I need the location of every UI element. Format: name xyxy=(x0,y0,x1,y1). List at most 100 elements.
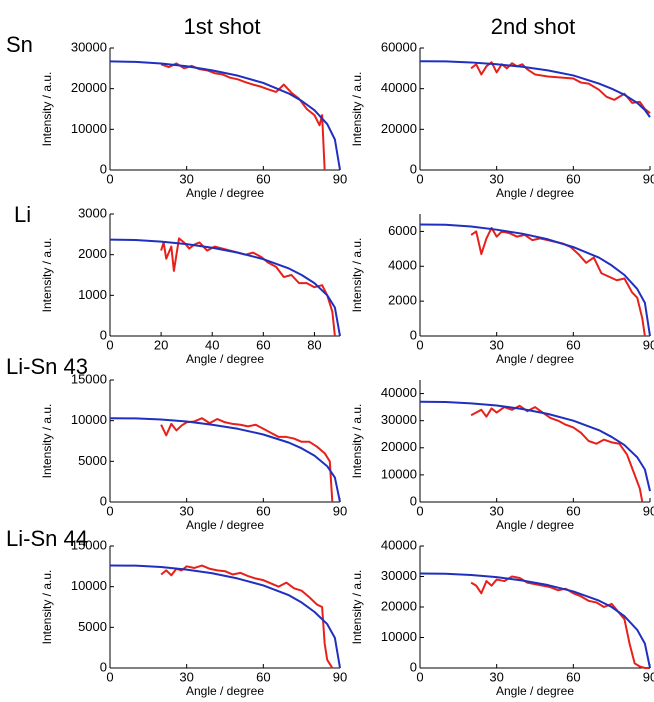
data-line xyxy=(470,226,646,337)
y-tick-label: 15000 xyxy=(71,537,107,552)
y-tick-label: 20000 xyxy=(381,121,417,136)
x-axis-label: Angle / degree xyxy=(186,352,264,366)
y-axis-label: Intensity / a.u. xyxy=(350,72,364,147)
x-axis-label: Angle / degree xyxy=(186,186,264,200)
x-tick-label: 30 xyxy=(489,669,503,684)
y-tick-label: 30000 xyxy=(71,39,107,54)
data-line xyxy=(160,237,336,337)
x-tick-label: 20 xyxy=(154,337,168,352)
x-tick-label: 60 xyxy=(256,503,270,518)
x-tick-label: 0 xyxy=(416,669,423,684)
y-tick-label: 6000 xyxy=(388,223,417,238)
x-tick-label: 30 xyxy=(179,669,193,684)
y-tick-label: 40000 xyxy=(381,385,417,400)
y-tick-label: 2000 xyxy=(388,293,417,308)
x-tick-label: 90 xyxy=(643,503,654,518)
x-tick-label: 0 xyxy=(106,337,113,352)
y-axis-label: Intensity / a.u. xyxy=(350,404,364,479)
data-line xyxy=(109,238,341,337)
y-tick-label: 0 xyxy=(410,493,417,508)
x-tick-label: 0 xyxy=(106,503,113,518)
x-axis-label: Angle / degree xyxy=(496,518,574,532)
y-axis-label: Intensity / a.u. xyxy=(40,72,54,147)
x-tick-label: 30 xyxy=(179,503,193,518)
y-tick-label: 0 xyxy=(410,327,417,342)
x-tick-label: 60 xyxy=(566,669,580,684)
data-line xyxy=(470,404,644,503)
data-line xyxy=(419,223,651,337)
x-axis-label: Angle / degree xyxy=(496,352,574,366)
x-tick-label: 30 xyxy=(489,503,503,518)
y-tick-label: 0 xyxy=(100,493,107,508)
y-tick-label: 0 xyxy=(410,659,417,674)
y-tick-label: 10000 xyxy=(381,629,417,644)
x-tick-label: 0 xyxy=(416,337,423,352)
x-tick-label: 90 xyxy=(333,503,347,518)
y-tick-label: 30000 xyxy=(381,412,417,427)
data-line xyxy=(109,564,341,669)
x-tick-label: 90 xyxy=(333,669,347,684)
y-tick-label: 0 xyxy=(100,327,107,342)
column-title: 2nd shot xyxy=(491,14,575,39)
y-tick-label: 1000 xyxy=(78,287,107,302)
x-tick-label: 60 xyxy=(566,337,580,352)
y-tick-label: 30000 xyxy=(381,568,417,583)
x-axis-label: Angle / degree xyxy=(496,186,574,200)
y-axis-label: Intensity / a.u. xyxy=(350,570,364,645)
data-line xyxy=(109,417,341,503)
x-tick-label: 60 xyxy=(566,171,580,186)
data-line xyxy=(419,60,651,118)
y-axis-label: Intensity / a.u. xyxy=(40,570,54,645)
x-axis-label: Angle / degree xyxy=(496,684,574,698)
x-tick-label: 30 xyxy=(179,171,193,186)
y-tick-label: 10000 xyxy=(381,466,417,481)
data-line xyxy=(160,62,326,171)
y-tick-label: 40000 xyxy=(381,80,417,95)
y-tick-label: 20000 xyxy=(71,80,107,95)
y-tick-label: 10000 xyxy=(71,578,107,593)
column-title: 1st shot xyxy=(183,14,260,39)
y-tick-label: 60000 xyxy=(381,39,417,54)
data-line xyxy=(109,60,341,171)
y-tick-label: 5000 xyxy=(78,453,107,468)
y-tick-label: 0 xyxy=(410,161,417,176)
data-line xyxy=(160,417,334,503)
x-axis-label: Angle / degree xyxy=(186,518,264,532)
row-label: Li-Sn 43 xyxy=(6,354,88,379)
y-axis-label: Intensity / a.u. xyxy=(350,238,364,313)
y-tick-label: 5000 xyxy=(78,619,107,634)
x-tick-label: 40 xyxy=(205,337,219,352)
y-axis-label: Intensity / a.u. xyxy=(40,238,54,313)
y-tick-label: 2000 xyxy=(78,246,107,261)
row-label: Li-Sn 44 xyxy=(6,526,88,551)
x-tick-label: 0 xyxy=(416,503,423,518)
y-tick-label: 40000 xyxy=(381,537,417,552)
x-tick-label: 0 xyxy=(106,669,113,684)
x-tick-label: 60 xyxy=(256,171,270,186)
x-tick-label: 60 xyxy=(256,669,270,684)
x-tick-label: 80 xyxy=(307,337,321,352)
x-tick-label: 90 xyxy=(643,337,654,352)
x-tick-label: 60 xyxy=(566,503,580,518)
y-tick-label: 4000 xyxy=(388,258,417,273)
y-tick-label: 15000 xyxy=(71,371,107,386)
y-tick-label: 0 xyxy=(100,659,107,674)
x-tick-label: 60 xyxy=(256,337,270,352)
data-line xyxy=(419,572,651,669)
x-tick-label: 30 xyxy=(489,337,503,352)
x-tick-label: 0 xyxy=(416,171,423,186)
y-tick-label: 10000 xyxy=(71,121,107,136)
x-tick-label: 30 xyxy=(489,171,503,186)
y-tick-label: 3000 xyxy=(78,205,107,220)
row-label: Sn xyxy=(6,32,33,57)
data-line xyxy=(470,61,651,114)
y-tick-label: 10000 xyxy=(71,412,107,427)
y-axis-label: Intensity / a.u. xyxy=(40,404,54,479)
data-line xyxy=(470,575,650,669)
data-line xyxy=(419,400,651,492)
x-tick-label: 0 xyxy=(106,171,113,186)
row-label: Li xyxy=(14,202,31,227)
y-tick-label: 0 xyxy=(100,161,107,176)
x-tick-label: 90 xyxy=(643,171,654,186)
